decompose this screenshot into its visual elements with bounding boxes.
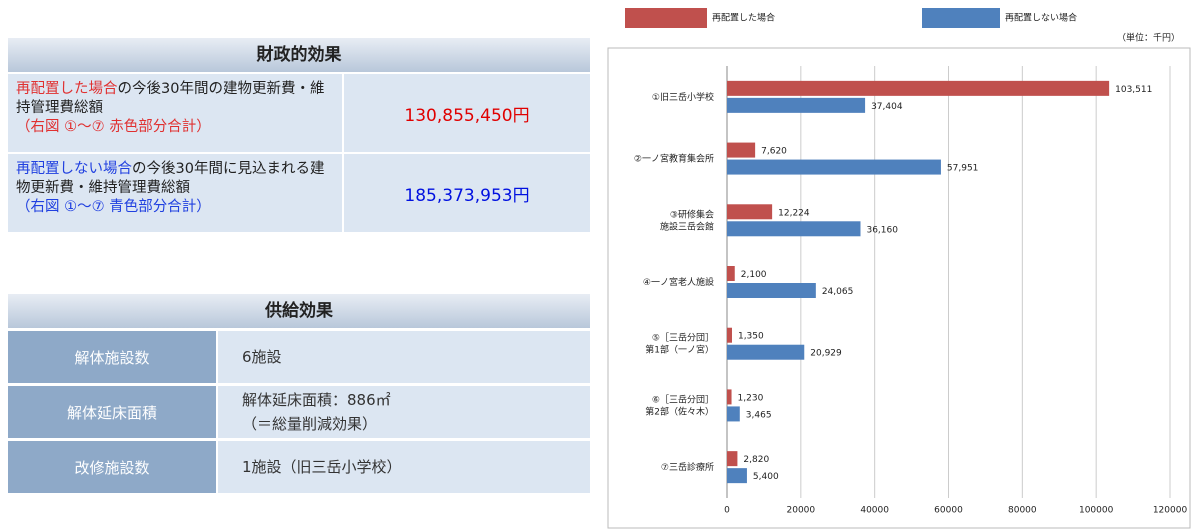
y-tick-label: ④一ノ宮老人施設 bbox=[643, 276, 714, 288]
data-label: 1,230 bbox=[738, 393, 764, 403]
data-label: 12,224 bbox=[778, 208, 810, 218]
row-value: 1施設（旧三岳小学校） bbox=[218, 441, 590, 493]
line: 1施設（旧三岳小学校） bbox=[242, 458, 402, 476]
x-tick-label: 120000 bbox=[1153, 506, 1188, 516]
bar bbox=[727, 389, 732, 405]
line: （＝総量削減効果） bbox=[242, 415, 378, 433]
red-text: 再配置した場合 bbox=[16, 81, 118, 97]
data-label: 103,511 bbox=[1115, 85, 1152, 95]
bar bbox=[727, 283, 816, 298]
bar bbox=[727, 221, 861, 237]
row: 改修施設数 1施設（旧三岳小学校） bbox=[8, 441, 590, 493]
legend-swatch bbox=[625, 8, 707, 28]
bar bbox=[727, 204, 773, 220]
y-tick-label: ③研修集会施設三岳会館 bbox=[660, 208, 714, 232]
data-label: 57,951 bbox=[947, 164, 979, 174]
row-label: 再配置した場合の今後30年間の建物更新費・維持管理費総額 （右図 ①〜⑦ 赤色部分… bbox=[8, 74, 342, 152]
bar bbox=[727, 344, 805, 360]
row-label: 改修施設数 bbox=[8, 441, 216, 493]
plot-frame bbox=[607, 47, 1191, 529]
data-label: 24,065 bbox=[822, 287, 854, 297]
supply-table: 供給効果 解体施設数 6施設解体延床面積 解体延床面積：886㎡ （＝総量削減効果） 改… bbox=[8, 294, 590, 493]
text: の今後30年間に見込まれる建物更新費・維持管理費総額 bbox=[16, 161, 325, 196]
bar bbox=[727, 97, 866, 113]
data-label: 36,160 bbox=[866, 225, 898, 235]
row-value: 185,373,953円 bbox=[344, 154, 590, 232]
x-tick-label: 80000 bbox=[1008, 506, 1037, 516]
financial-table: 財政的効果 再配置した場合の今後30年間の建物更新費・維持管理費総額 （右図 ①〜… bbox=[8, 38, 590, 232]
y-tick-label: ⑥［三岳分団］第2部（佐々木） bbox=[645, 393, 714, 417]
blue-text: 再配置しない場合 bbox=[16, 161, 132, 177]
blue-text: （右図 ①〜⑦ 青色部分合計） bbox=[16, 199, 211, 215]
table-title: 財政的効果 bbox=[8, 38, 590, 72]
row-value: 6施設 bbox=[218, 331, 590, 383]
y-tick-label: ①旧三岳小学校 bbox=[652, 90, 714, 102]
legend-label: 再配置した場合 bbox=[712, 12, 775, 24]
x-tick-label: 40000 bbox=[860, 506, 889, 516]
row: 再配置しない場合の今後30年間に見込まれる建物更新費・維持管理費総額 （右図 ①〜… bbox=[8, 154, 590, 232]
data-label: 3,465 bbox=[746, 410, 772, 420]
data-label: 1,350 bbox=[738, 332, 764, 342]
bar bbox=[727, 142, 756, 158]
row: 解体延床面積 解体延床面積：886㎡ （＝総量削減効果） bbox=[8, 386, 590, 438]
row-label: 再配置しない場合の今後30年間に見込まれる建物更新費・維持管理費総額 （右図 ①〜… bbox=[8, 154, 342, 232]
data-label: 5,400 bbox=[753, 472, 779, 482]
bar bbox=[727, 451, 738, 467]
row-value: 130,855,450円 bbox=[344, 74, 590, 152]
line: 解体延床面積：886㎡ bbox=[242, 391, 391, 409]
legend-label: 再配置しない場合 bbox=[1005, 12, 1077, 24]
row-value: 解体延床面積：886㎡ （＝総量削減効果） bbox=[218, 386, 590, 438]
red-text: （右図 ①〜⑦ 赤色部分合計） bbox=[16, 119, 211, 135]
row-label: 解体延床面積 bbox=[8, 386, 216, 438]
data-label: 37,404 bbox=[871, 102, 903, 112]
data-label: 2,100 bbox=[741, 270, 767, 280]
bar bbox=[727, 406, 740, 422]
bar bbox=[727, 80, 1110, 96]
x-tick-label: 60000 bbox=[934, 506, 963, 516]
row: 解体施設数 6施設 bbox=[8, 331, 590, 383]
y-tick-label: ⑦三岳診療所 bbox=[661, 461, 714, 473]
legend-swatch bbox=[922, 8, 1000, 28]
line: 6施設 bbox=[242, 348, 282, 366]
row-label: 解体施設数 bbox=[8, 331, 216, 383]
data-label: 7,620 bbox=[761, 147, 787, 157]
x-tick-label: 100000 bbox=[1079, 506, 1114, 516]
x-tick-label: 20000 bbox=[787, 506, 816, 516]
data-label: 2,820 bbox=[743, 455, 769, 465]
bar bbox=[727, 468, 747, 484]
text: の今後30年間の建物更新費・維持管理費総額 bbox=[16, 81, 325, 116]
bar bbox=[727, 266, 735, 281]
bar bbox=[727, 159, 941, 175]
y-tick-label: ②一ノ宮教育集会所 bbox=[634, 152, 714, 164]
unit-note: （単位：千円） bbox=[1117, 32, 1180, 44]
bar bbox=[727, 327, 732, 343]
data-label: 20,929 bbox=[810, 349, 842, 359]
x-tick-label: 0 bbox=[724, 506, 730, 516]
y-tick-label: ⑤［三岳分団］第1部（一ノ宮） bbox=[645, 331, 714, 355]
table-title: 供給効果 bbox=[8, 294, 590, 328]
row: 再配置した場合の今後30年間の建物更新費・維持管理費総額 （右図 ①〜⑦ 赤色部分… bbox=[8, 74, 590, 152]
